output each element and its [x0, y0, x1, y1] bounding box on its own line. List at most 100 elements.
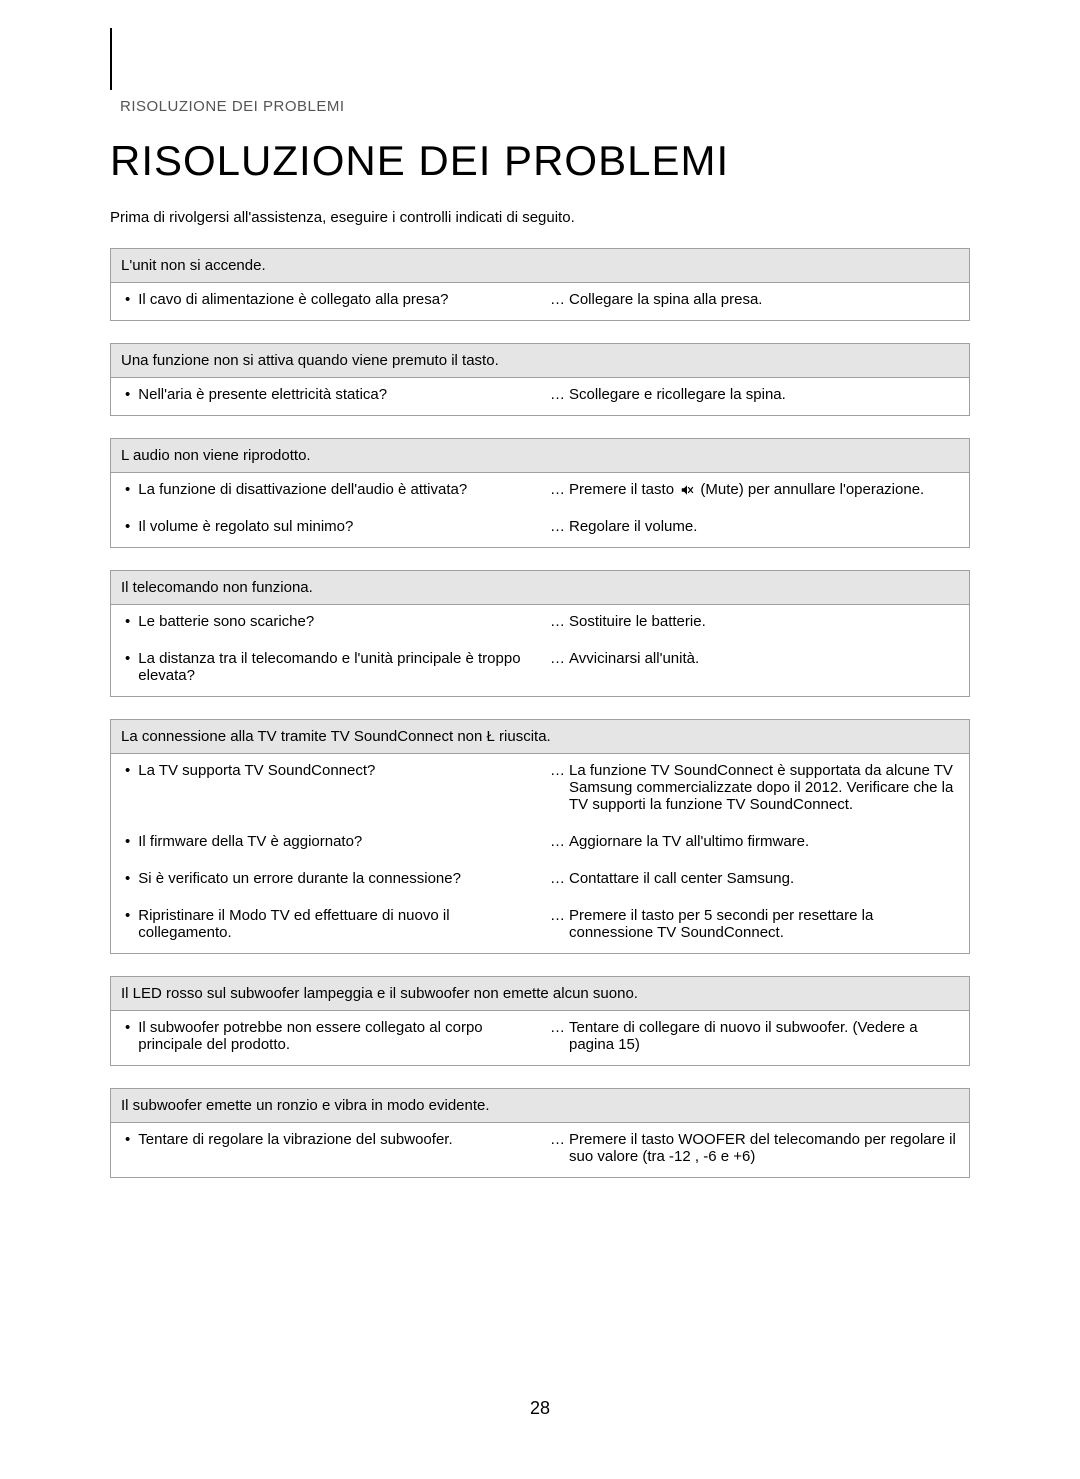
question-text: Il cavo di alimentazione è collegato all… [138, 291, 530, 308]
bullet-dot: • [121, 1131, 130, 1148]
block-row: •Il volume è regolato sul minimo? …Regola… [111, 510, 969, 547]
question-text: Le batterie sono scariche? [138, 613, 530, 630]
solution-item: …Premere il tasto per 5 secondi per rese… [550, 907, 959, 941]
troubleshoot-block: Il LED rosso sul subwoofer lampeggia e i… [110, 976, 970, 1066]
answer-cell: …La funzione TV SoundConnect è supportat… [540, 754, 969, 825]
block-row: •Il subwoofer potrebbe non essere colleg… [111, 1011, 969, 1065]
bullet-item: • Il firmware della TV è aggiornato? [121, 833, 530, 850]
answer-text: Avvicinarsi all'unità. [569, 650, 959, 667]
bullet-item: • Le batterie sono scariche? [121, 613, 530, 630]
page: RISOLUZIONE DEI PROBLEMI RISOLUZIONE DEI… [0, 0, 1080, 1479]
troubleshoot-sections: L'unit non si accende. • Il cavo di alimen… [110, 248, 970, 1178]
block-row: •Si è verificato un errore durante la co… [111, 862, 969, 899]
bullet-dot: • [121, 291, 130, 308]
ellipsis-prefix: … [550, 518, 565, 535]
question-text: Il subwoofer potrebbe non essere collega… [138, 1019, 530, 1053]
answer-cell: …Tentare di collegare di nuovo il subwoo… [540, 1011, 969, 1065]
answer-text: Scollegare e ricollegare la spina. [569, 386, 959, 403]
answer-text: Premere il tasto WOOFER del telecomando … [569, 1131, 959, 1165]
bullet-item: •Il volume è regolato sul minimo? [121, 518, 530, 535]
solution-item: …La funzione TV SoundConnect è supportat… [550, 762, 959, 813]
answer-text: Regolare il volume. [569, 518, 959, 535]
bullet-dot: • [121, 613, 130, 630]
ellipsis-prefix: … [550, 762, 565, 779]
block-row: •Nell'aria è presente elettricità static… [111, 378, 969, 415]
ellipsis-prefix: … [550, 1131, 565, 1148]
question-cell: • Il firmware della TV è aggiornato? [111, 825, 540, 862]
answer-text: Premere il tasto (Mute) per annullare l'… [569, 481, 959, 498]
bullet-dot: • [121, 907, 130, 924]
solution-item: …Premere il tasto (Mute) per annullare l… [550, 481, 959, 498]
question-cell: • Tentare di regolare la vibrazione del s… [111, 1123, 540, 1177]
block-row: • Il cavo di alimentazione è collegato al… [111, 283, 969, 320]
bullet-dot: • [121, 870, 130, 887]
ellipsis-prefix: … [550, 291, 565, 308]
question-cell: •Il subwoofer potrebbe non essere colleg… [111, 1011, 540, 1065]
solution-item: …Tentare di collegare di nuovo il subwoo… [550, 1019, 959, 1053]
question-text: Tentare di regolare la vibrazione del su… [138, 1131, 530, 1148]
solution-item: …Premere il tasto WOOFER del telecomando… [550, 1131, 959, 1165]
breadcrumb: RISOLUZIONE DEI PROBLEMI [120, 98, 970, 115]
block-header: Il telecomando non funziona. [111, 571, 969, 605]
solution-item: …Sostituire le batterie. [550, 613, 959, 630]
bullet-item: • Ripristinare il Modo TV ed effettuare d… [121, 907, 530, 941]
bullet-dot: • [121, 386, 130, 403]
question-text: Il firmware della TV è aggiornato? [138, 833, 530, 850]
block-header: L'unit non si accende. [111, 249, 969, 283]
answer-text: Contattare il call center Samsung. [569, 870, 959, 887]
answer-text-pre: Premere il tasto [569, 481, 678, 498]
block-header: Una funzione non si attiva quando viene … [111, 344, 969, 378]
block-header: Il LED rosso sul subwoofer lampeggia e i… [111, 977, 969, 1011]
question-cell: • La funzione di disattivazione dell'audi… [111, 473, 540, 510]
block-header: L audio non viene riprodotto. [111, 439, 969, 473]
troubleshoot-block: Una funzione non si attiva quando viene … [110, 343, 970, 416]
answer-text: Collegare la spina alla presa. [569, 291, 959, 308]
page-number: 28 [0, 1398, 1080, 1419]
block-header: Il subwoofer emette un ronzio e vibra in… [111, 1089, 969, 1123]
solution-item: …Contattare il call center Samsung. [550, 870, 959, 887]
bullet-item: •La distanza tra il telecomando e l'unit… [121, 650, 530, 684]
ellipsis-prefix: … [550, 613, 565, 630]
answer-cell: …Aggiornare la TV all'ultimo firmware. [540, 825, 969, 862]
question-text: Ripristinare il Modo TV ed effettuare di… [138, 907, 530, 941]
bullet-dot: • [121, 481, 130, 498]
question-text: La distanza tra il telecomando e l'unità… [138, 650, 530, 684]
answer-text: La funzione TV SoundConnect è supportata… [569, 762, 959, 813]
answer-cell: …Premere il tasto (Mute) per annullare l… [540, 473, 969, 510]
decorative-vline [110, 28, 112, 90]
question-text: La funzione di disattivazione dell'audio… [138, 481, 530, 498]
solution-item: …Aggiornare la TV all'ultimo firmware. [550, 833, 959, 850]
question-cell: •La distanza tra il telecomando e l'unit… [111, 642, 540, 696]
question-text: Il volume è regolato sul minimo? [138, 518, 530, 535]
bullet-item: • Il cavo di alimentazione è collegato al… [121, 291, 530, 308]
ellipsis-prefix: … [550, 1019, 565, 1036]
bullet-dot: • [121, 833, 130, 850]
question-cell: •La TV supporta TV SoundConnect? [111, 754, 540, 825]
troubleshoot-block: L audio non viene riprodotto. • La funzion… [110, 438, 970, 548]
troubleshoot-block: Il subwoofer emette un ronzio e vibra in… [110, 1088, 970, 1178]
bullet-item: •La TV supporta TV SoundConnect? [121, 762, 530, 779]
ellipsis-prefix: … [550, 870, 565, 887]
question-cell: • Il cavo di alimentazione è collegato al… [111, 283, 540, 320]
question-text: La TV supporta TV SoundConnect? [138, 762, 530, 779]
ellipsis-prefix: … [550, 833, 565, 850]
answer-text: Aggiornare la TV all'ultimo firmware. [569, 833, 959, 850]
answer-cell: …Collegare la spina alla presa. [540, 283, 969, 320]
ellipsis-prefix: … [550, 481, 565, 498]
troubleshoot-block: L'unit non si accende. • Il cavo di alimen… [110, 248, 970, 321]
bullet-item: • La funzione di disattivazione dell'audi… [121, 481, 530, 498]
answer-cell: …Contattare il call center Samsung. [540, 862, 969, 899]
bullet-item: •Nell'aria è presente elettricità static… [121, 386, 530, 403]
question-cell: • Le batterie sono scariche? [111, 605, 540, 642]
bullet-item: • Tentare di regolare la vibrazione del s… [121, 1131, 530, 1148]
answer-cell: …Scollegare e ricollegare la spina. [540, 378, 969, 415]
troubleshoot-block: La connessione alla TV tramite TV SoundC… [110, 719, 970, 954]
answer-cell: …Premere il tasto WOOFER del telecomando… [540, 1123, 969, 1177]
solution-item: …Avvicinarsi all'unità. [550, 650, 959, 667]
block-header: La connessione alla TV tramite TV SoundC… [111, 720, 969, 754]
answer-text-post: (Mute) per annullare l'operazione. [696, 481, 924, 498]
page-title: RISOLUZIONE DEI PROBLEMI [110, 137, 970, 185]
block-row: •La TV supporta TV SoundConnect? …La funz… [111, 754, 969, 825]
question-cell: • Ripristinare il Modo TV ed effettuare d… [111, 899, 540, 953]
question-cell: •Il volume è regolato sul minimo? [111, 510, 540, 547]
